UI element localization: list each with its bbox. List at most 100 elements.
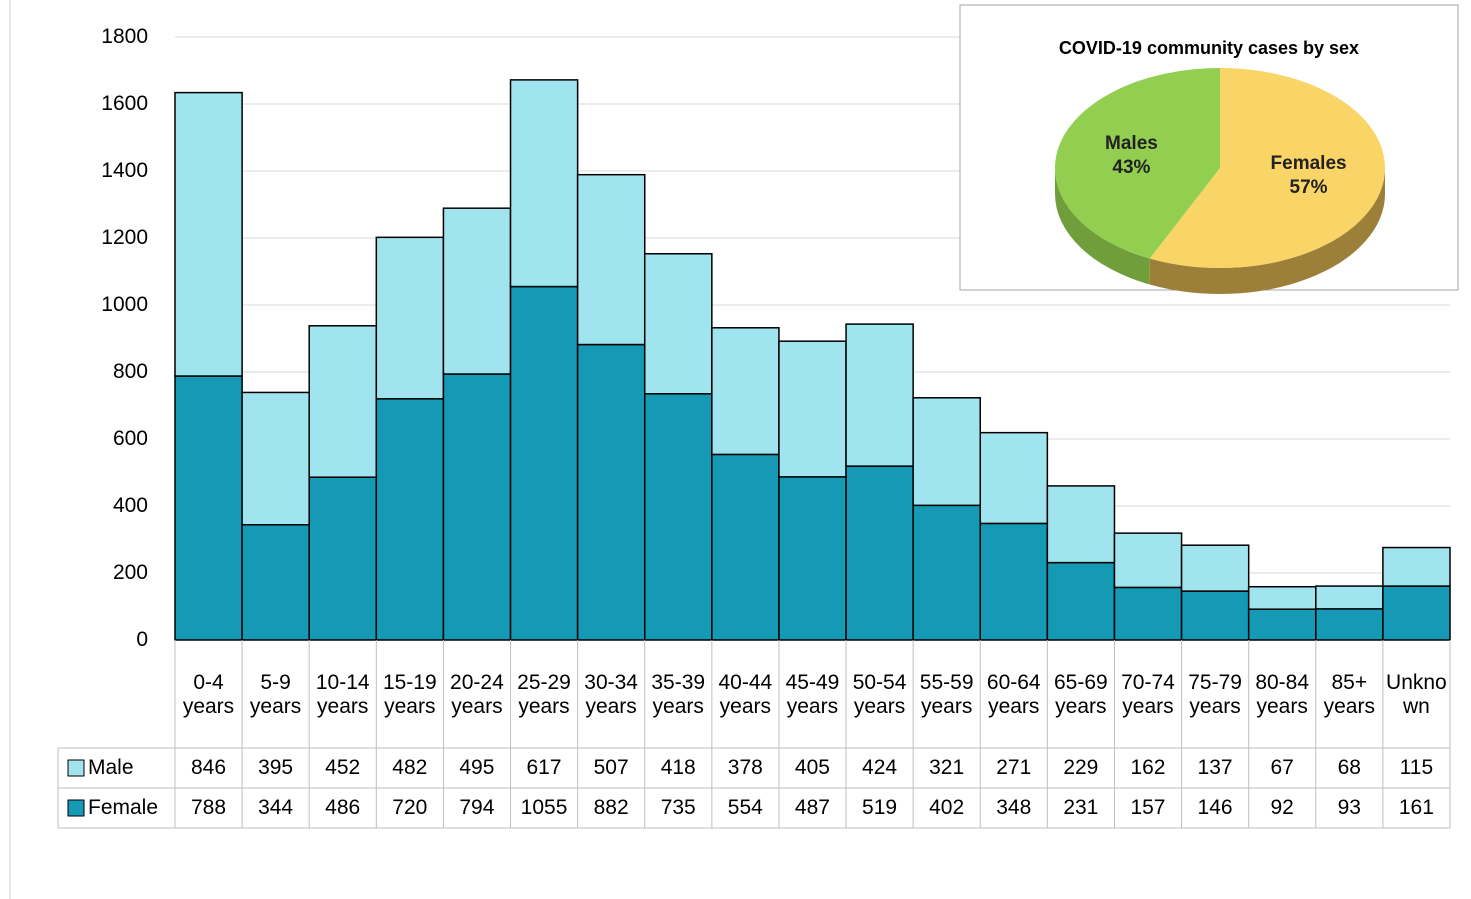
- pie-value-label: 57%: [1289, 176, 1328, 198]
- y-tick-label: 1600: [101, 92, 148, 115]
- bar-segment: [643, 393, 713, 641]
- x-tick-label: 50-54 years: [852, 671, 907, 718]
- bar-segment: [1247, 608, 1317, 641]
- bar-segment: [1315, 585, 1384, 610]
- table-value: 1055: [520, 796, 568, 819]
- table-value: 482: [392, 756, 428, 779]
- table-value: 157: [1130, 796, 1166, 819]
- x-tick-label: 0-4 years: [182, 671, 235, 718]
- bar-segment: [845, 323, 914, 467]
- table-value: 846: [190, 756, 227, 779]
- bar-segment: [845, 465, 914, 641]
- table-value: 348: [996, 796, 1032, 819]
- pie-title: COVID-19 community cases by sex: [1058, 38, 1360, 58]
- bar-segment: [979, 522, 1049, 641]
- table-value: 67: [1270, 756, 1294, 779]
- y-tick-label: 0: [136, 628, 148, 651]
- bar-segment: [711, 327, 780, 456]
- bar-segment: [778, 340, 847, 478]
- x-tick-label: 80-84 years: [1255, 671, 1310, 718]
- bar-segment: [442, 207, 512, 375]
- bar-segment: [912, 397, 982, 507]
- x-tick-label: 70-74 years: [1121, 671, 1175, 718]
- bar-segment: [576, 343, 646, 641]
- bar-segment: [1180, 590, 1250, 641]
- table-value: 788: [190, 796, 227, 819]
- x-tick-label: 60-64 years: [986, 671, 1041, 718]
- table-value: 344: [258, 796, 294, 819]
- bar-segment: [442, 373, 512, 641]
- y-tick-label: 1200: [101, 226, 148, 249]
- pie-slice: [1149, 68, 1385, 268]
- table-value: 162: [1130, 756, 1166, 779]
- bar-segment: [643, 252, 713, 395]
- table-value: 271: [996, 756, 1032, 779]
- table-value: 882: [593, 796, 629, 819]
- x-tick-label: 45-49 years: [785, 671, 840, 718]
- table-value: 231: [1063, 796, 1099, 819]
- bar-segment: [1180, 544, 1250, 592]
- y-tick-label: 600: [112, 427, 148, 450]
- bar-segment: [375, 398, 445, 641]
- pie-label: Males: [1105, 133, 1158, 155]
- pie-side: [1055, 168, 1150, 285]
- bar-segment: [1113, 532, 1183, 589]
- y-tick-label: 400: [112, 494, 148, 517]
- y-tick-label: 1000: [101, 293, 148, 316]
- table-value: 137: [1197, 756, 1233, 779]
- y-tick-label: 800: [112, 360, 148, 383]
- x-tick-label: 55-59 years: [919, 671, 974, 718]
- bar-segment: [711, 453, 780, 641]
- table-value: 424: [862, 756, 898, 779]
- table-value: 720: [392, 796, 428, 819]
- table-value: 68: [1337, 756, 1361, 779]
- legend-label: Male: [88, 756, 134, 779]
- table-value: 794: [459, 796, 495, 819]
- legend-swatch: [67, 759, 85, 777]
- y-tick-label: 1400: [101, 159, 148, 182]
- pie-label: Females: [1270, 152, 1347, 174]
- bar-segment: [509, 79, 579, 288]
- x-tick-label: 25-29 years: [517, 671, 571, 718]
- x-tick-label: 85+ years: [1323, 671, 1375, 718]
- bar-segment: [174, 375, 243, 641]
- bar-segment: [509, 285, 579, 641]
- bar-segment: [1382, 546, 1451, 587]
- table-value: 735: [660, 796, 696, 819]
- bar-segment: [778, 476, 847, 641]
- bar-segment: [1046, 561, 1116, 641]
- x-tick-label: 75-79 years: [1188, 671, 1242, 718]
- bar-segment: [375, 236, 445, 400]
- table-value: 617: [526, 756, 562, 779]
- table-value: 402: [929, 796, 965, 819]
- x-tick-label: 65-69 years: [1054, 671, 1108, 718]
- table-value: 452: [325, 756, 361, 779]
- bar-segment: [912, 504, 982, 641]
- bar-segment: [241, 524, 310, 641]
- x-tick-label: 40-44 years: [718, 671, 773, 718]
- bar-segment: [308, 476, 378, 641]
- table-value: 229: [1063, 756, 1099, 779]
- bar-segment: [1113, 586, 1183, 641]
- legend-label: Female: [88, 796, 159, 819]
- pie-slice: [1055, 68, 1220, 259]
- table-value: 92: [1270, 796, 1294, 819]
- table-value: 486: [325, 796, 361, 819]
- table-value: 161: [1398, 796, 1434, 819]
- table-value: 554: [727, 796, 763, 819]
- bar-segment: [1315, 608, 1384, 641]
- bar-segment: [1247, 585, 1317, 610]
- pie-value-label: 43%: [1112, 157, 1151, 179]
- legend-swatch: [67, 799, 85, 817]
- x-tick-label: 5-9 years: [249, 671, 302, 718]
- bar-segment: [1382, 585, 1451, 641]
- table-value: 395: [258, 756, 294, 779]
- table-value: 495: [459, 756, 495, 779]
- table-value: 487: [794, 796, 830, 819]
- x-tick-label: 15-19 years: [382, 671, 437, 718]
- table-value: 378: [727, 756, 763, 779]
- table-value: 146: [1197, 796, 1233, 819]
- x-tick-label: 20-24 years: [450, 671, 504, 718]
